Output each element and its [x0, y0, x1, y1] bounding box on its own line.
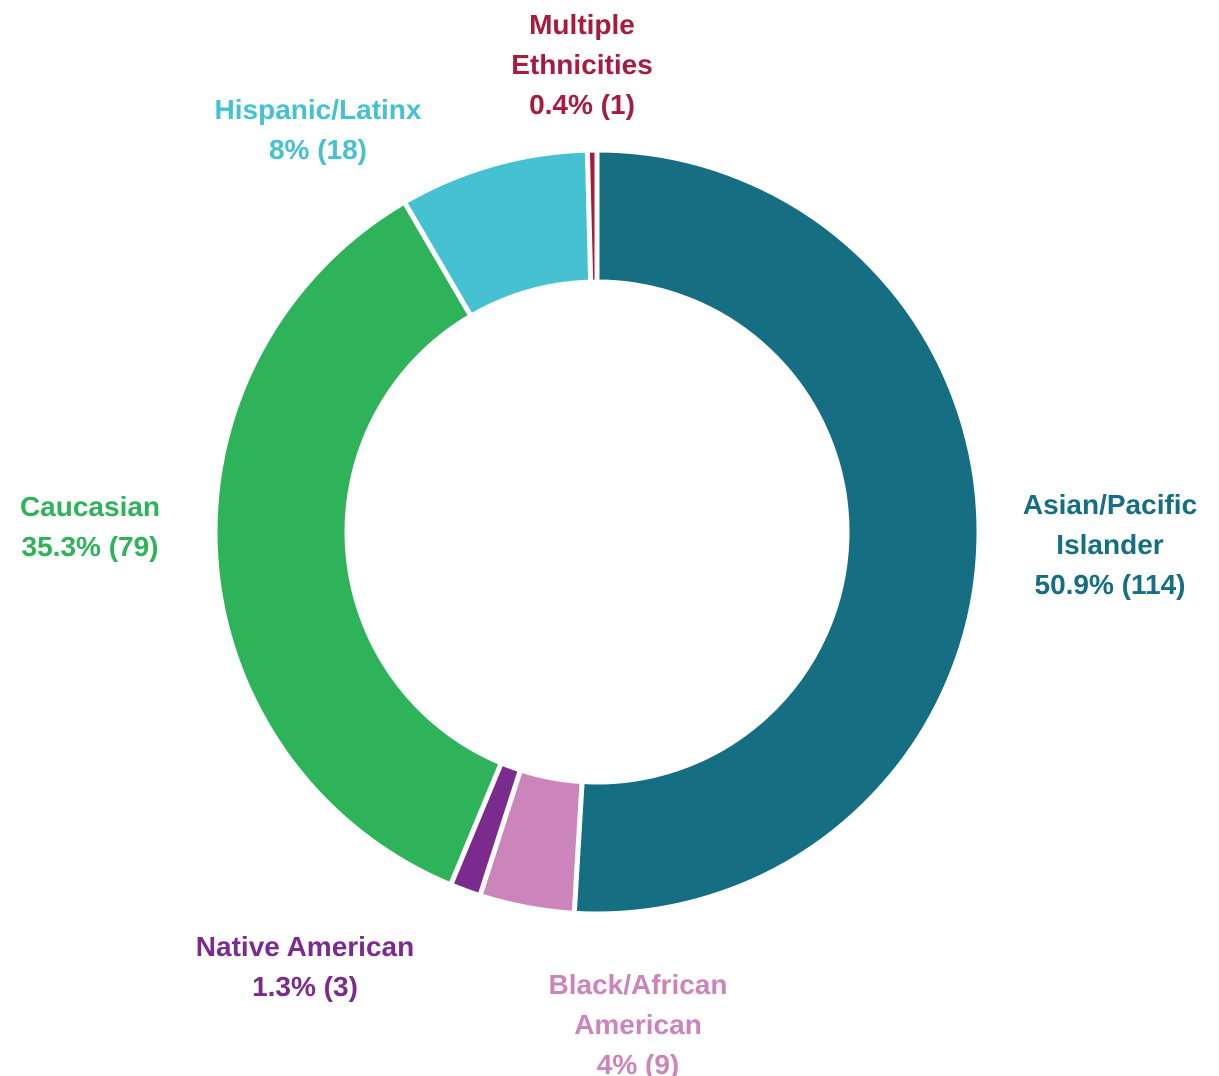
category-label: Caucasian: [19, 491, 161, 522]
slice-label: Asian/Pacific Islander 50.9% (114): [1010, 485, 1210, 605]
slice: [571, 147, 982, 917]
slice-label: Native American 1.3% (3): [165, 927, 445, 1007]
slice-label: Caucasian 35.3% (79): [0, 487, 190, 567]
slice-label: Black/African American 4% (9): [523, 965, 753, 1076]
category-label: Black/African American: [548, 969, 728, 1040]
slice: [212, 198, 505, 889]
slice-label: Multiple Ethnicities 0.4% (1): [482, 5, 682, 125]
category-label: Hispanic/Latinx: [214, 94, 422, 125]
value-label: 0.4% (1): [529, 89, 635, 120]
value-label: 50.9% (114): [1034, 569, 1186, 600]
value-label: 35.3% (79): [21, 531, 159, 562]
category-label: Native American: [195, 931, 415, 962]
category-label: Asian/Pacific Islander: [1022, 489, 1198, 560]
value-label: 8% (18): [268, 134, 368, 165]
slice-label: Hispanic/Latinx 8% (18): [188, 90, 448, 170]
category-label: Multiple Ethnicities: [511, 9, 653, 80]
value-label: 4% (9): [596, 1049, 680, 1076]
slice: [584, 147, 600, 285]
value-label: 1.3% (3): [252, 971, 358, 1002]
